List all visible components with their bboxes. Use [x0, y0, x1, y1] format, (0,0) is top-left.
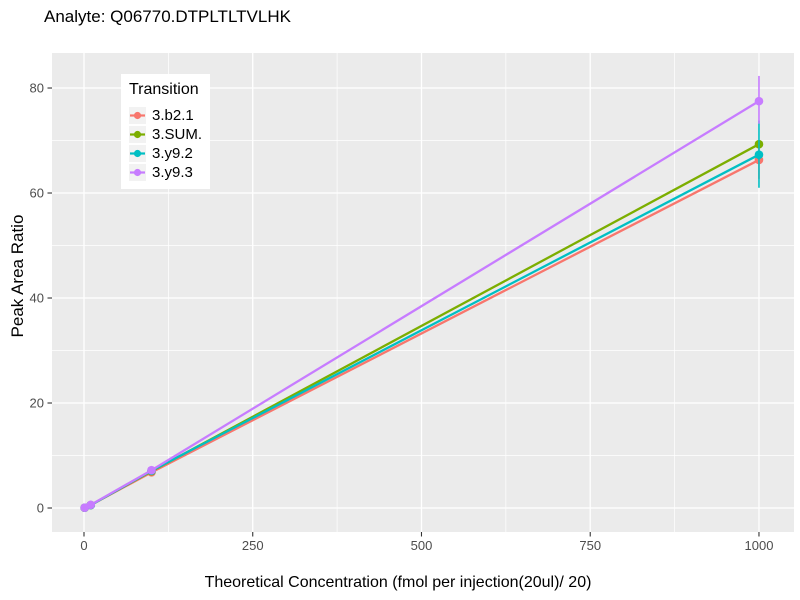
- x-tick-label: 1000: [745, 538, 774, 553]
- legend-item-label: 3.y9.2: [152, 144, 193, 162]
- legend-key-icon: [129, 144, 146, 162]
- y-tick-label: 40: [30, 291, 44, 306]
- legend-item: 3.b2.1: [129, 106, 202, 124]
- legend-item-label: 3.SUM.: [152, 125, 203, 143]
- y-axis-title: Peak Area Ratio: [8, 214, 27, 338]
- legend-title: Transition: [129, 81, 199, 98]
- legend-key-icon: [129, 106, 146, 124]
- x-tick-label: 500: [411, 538, 433, 553]
- data-point: [86, 500, 96, 510]
- x-tick-label: 250: [242, 538, 264, 553]
- legend-item-label: 3.y9.3: [152, 163, 193, 181]
- data-point: [147, 465, 156, 475]
- legend-item-label: 3.b2.1: [152, 106, 194, 124]
- y-tick-label: 20: [30, 396, 44, 411]
- legend-key-icon: [129, 163, 146, 181]
- data-point: [754, 96, 764, 106]
- y-tick-label: 60: [30, 186, 44, 201]
- legend-item: 3.y9.3: [129, 163, 202, 181]
- x-tick-label: 750: [579, 538, 601, 553]
- legend: Transition 3.b2.1 3.SUM. 3.y9.2 3.y9.3: [121, 74, 211, 189]
- y-tick-label: 0: [37, 501, 44, 516]
- y-tick-label: 80: [30, 81, 44, 96]
- legend-item: 3.SUM.: [129, 125, 202, 143]
- legend-key-icon: [129, 125, 146, 143]
- x-axis-title: Theoretical Concentration (fmol per inje…: [204, 574, 592, 591]
- legend-item: 3.y9.2: [129, 144, 202, 162]
- data-point: [754, 150, 764, 159]
- legend-items: 3.b2.1 3.SUM. 3.y9.2 3.y9.3: [129, 106, 202, 181]
- x-tick-label: 0: [80, 538, 87, 553]
- chart-title: Analyte: Q06770.DTPLTLTVLHK: [44, 7, 291, 26]
